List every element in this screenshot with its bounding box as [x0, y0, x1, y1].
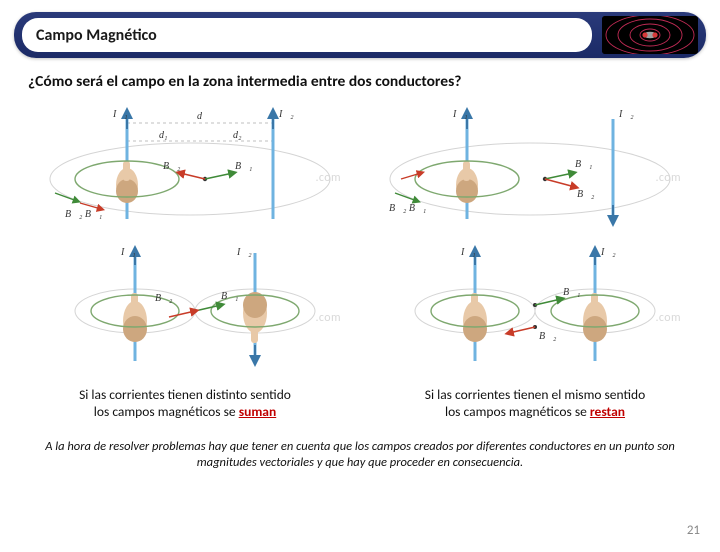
caption-left-kw: suman — [239, 403, 277, 420]
diagram-bottom-left: I⃗₁ I⃗₂ B⃗₁ B⃗₂ .com — [35, 241, 345, 371]
diagrams-grid: d d₁ d₂ I⃗₁ I⃗₂ B⃗₁ — [20, 101, 700, 371]
label-B1: B⃗₁ — [235, 161, 252, 172]
svg-text:B⃗₁: B⃗₁ — [221, 291, 238, 302]
svg-text:I⃗₂: I⃗₂ — [600, 247, 616, 258]
label-d2: d₂ — [233, 130, 242, 141]
label-I1: I⃗₁ — [112, 109, 128, 120]
label-B2: B⃗₂ — [163, 161, 181, 172]
diagram-bottom-right: I⃗₁ I⃗₂ B⃗₁ B⃗₂ .com — [375, 241, 685, 371]
svg-text:B⃗₂: B⃗₂ — [155, 293, 173, 304]
caption-left: Si las corrientes tienen distinto sentid… — [25, 387, 345, 421]
svg-text:I⃗₁: I⃗₁ — [452, 109, 468, 120]
caption-left-line1: Si las corrientes tienen distinto sentid… — [79, 386, 291, 403]
question-text: ¿Cómo será el campo en la zona intermedi… — [28, 72, 692, 91]
svg-text:I⃗₂: I⃗₂ — [618, 109, 634, 120]
page-title: Campo Magnético — [36, 26, 157, 45]
svg-text:B⃗₂: B⃗₂ — [539, 331, 557, 342]
label-I2: I⃗₂ — [278, 109, 294, 120]
diagram-top-right: I⃗₁ I⃗₂ B⃗₁ B⃗₂ B⃗₂ B⃗₁ .com — [375, 101, 685, 231]
svg-text:B⃗₁: B⃗₁ — [575, 159, 592, 170]
label-d: d — [197, 111, 203, 122]
footnote: A la hora de resolver problemas hay que … — [40, 439, 680, 472]
watermark: .com — [655, 171, 681, 185]
title-bar: Campo Magnético — [14, 12, 706, 58]
svg-text:B⃗₂ B⃗₁: B⃗₂ B⃗₁ — [65, 209, 102, 220]
captions-row: Si las corrientes tienen distinto sentid… — [10, 387, 710, 421]
watermark: .com — [315, 171, 341, 185]
caption-right-kw: restan — [590, 403, 625, 420]
caption-right-line1: Si las corrientes tienen el mismo sentid… — [425, 386, 645, 403]
svg-text:B⃗₂ B⃗₁: B⃗₂ B⃗₁ — [389, 203, 426, 214]
watermark: .com — [315, 311, 341, 325]
caption-right: Si las corrientes tienen el mismo sentid… — [375, 387, 695, 421]
caption-right-line2: los campos magnéticos se — [445, 403, 590, 420]
svg-text:B⃗₂: B⃗₂ — [577, 189, 595, 200]
svg-text:I⃗₁: I⃗₁ — [120, 247, 136, 258]
page-number: 21 — [687, 523, 700, 538]
header-magnet-image — [602, 16, 698, 54]
svg-text:I⃗₁: I⃗₁ — [460, 247, 476, 258]
caption-left-line2: los campos magnéticos se — [94, 403, 239, 420]
diagram-top-left: d d₁ d₂ I⃗₁ I⃗₂ B⃗₁ — [35, 101, 345, 231]
svg-text:I⃗₂: I⃗₂ — [236, 247, 252, 258]
title-inner: Campo Magnético — [22, 18, 592, 52]
watermark: .com — [655, 311, 681, 325]
label-d1: d₁ — [159, 130, 167, 141]
svg-text:B⃗₁: B⃗₁ — [563, 287, 580, 298]
